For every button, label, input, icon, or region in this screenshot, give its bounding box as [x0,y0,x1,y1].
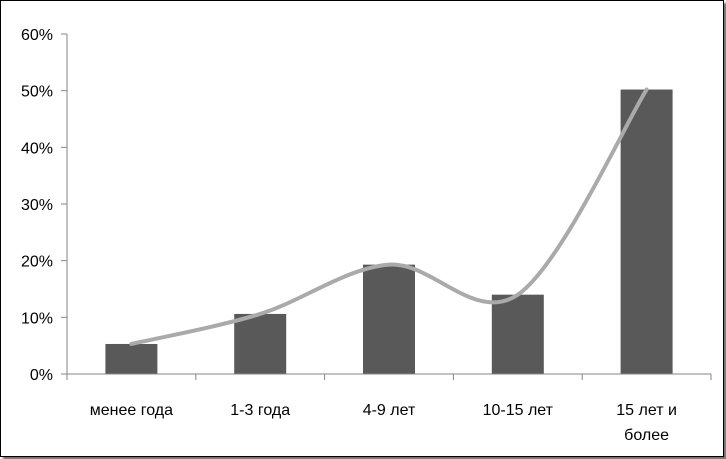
x-category-label-line: 1-3 года [230,402,290,419]
x-category-label: 1-3 года [230,402,290,419]
x-category-label-line: 10-15 лет [483,402,554,419]
y-tick-label: 0% [30,367,53,384]
bar [105,343,158,374]
x-category-label: 15 лет и более [616,402,677,444]
y-tick-label: 50% [21,84,53,101]
bar [491,294,544,374]
bar [363,264,415,374]
x-category-label-line: 4-9 лет [363,402,416,419]
x-category-label: 4-9 лет [363,402,416,419]
y-tick-label: 10% [21,310,53,327]
x-category-label: менее года [90,402,173,419]
y-tick-label: 40% [21,140,53,157]
y-tick-label: 60% [21,27,53,44]
y-tick-label: 30% [21,197,53,214]
x-category-label: 10-15 лет [483,402,554,419]
x-category-label-line: 15 лет и [616,402,677,419]
x-category-label-line: менее года [90,402,173,419]
bar [234,313,287,374]
x-category-label-line: более [624,427,669,444]
trend-line [129,87,649,346]
y-tick-label: 20% [21,254,53,271]
bar [620,89,673,375]
